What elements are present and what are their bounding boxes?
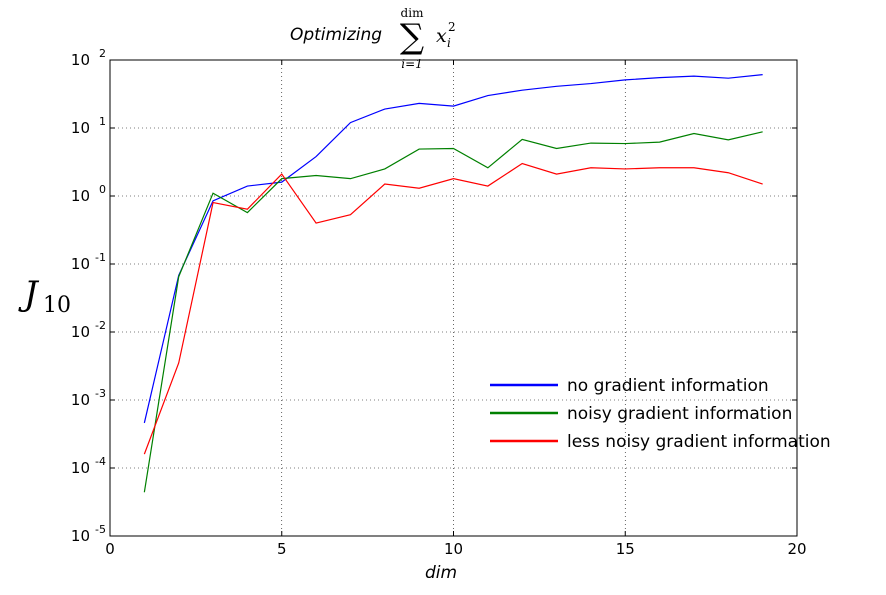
y-tick-label-exponent: 0 bbox=[99, 183, 106, 196]
title-text: Optimizing bbox=[290, 25, 382, 45]
y-tick-label-exponent: -1 bbox=[95, 251, 106, 264]
x-tick-label: 20 bbox=[787, 540, 806, 558]
grid-lines bbox=[110, 60, 797, 536]
y-tick-label: 10 bbox=[71, 323, 90, 341]
title-sum-lower-limit: i=1 bbox=[401, 57, 423, 71]
y-tick-label-exponent: 2 bbox=[99, 47, 106, 60]
x-tick-label: 0 bbox=[105, 540, 115, 558]
series-line-less-noisy-gradient-information bbox=[143, 162, 763, 455]
title-term-superscript: 2 bbox=[448, 20, 456, 34]
x-tick-label: 15 bbox=[616, 540, 635, 558]
chart-title: Optimizing dim ∑ i=1 x i 2 bbox=[290, 0, 462, 72]
legend-label: less noisy gradient information bbox=[567, 432, 831, 452]
y-tick-label-exponent: -4 bbox=[95, 455, 106, 468]
y-axis-label-subscript: 10 bbox=[43, 293, 71, 318]
x-tick-label: 10 bbox=[444, 540, 463, 558]
y-tick-label: 10 bbox=[71, 119, 90, 137]
series-lines bbox=[143, 74, 763, 493]
y-tick-label: 10 bbox=[71, 391, 90, 409]
y-axis-label-base: J bbox=[18, 274, 40, 314]
y-tick-label-exponent: -3 bbox=[95, 387, 106, 400]
plot-frame bbox=[109, 59, 798, 537]
legend-label: noisy gradient information bbox=[567, 404, 792, 424]
title-sum-upper-limit: dim bbox=[401, 6, 425, 20]
series-line-noisy-gradient-information bbox=[143, 131, 763, 493]
x-tick-label: 5 bbox=[277, 540, 287, 558]
tick-labels: 0 5 10 15 20 10 -5 10 -4 10 -3 10 -2 10 -1 10 0 10 1 10 2 bbox=[71, 47, 807, 558]
title-term-base: x bbox=[436, 25, 447, 47]
y-tick-label-exponent: -2 bbox=[95, 319, 106, 332]
y-tick-label: 10 bbox=[71, 255, 90, 273]
title-term-subscript: i bbox=[447, 36, 451, 50]
y-tick-label: 10 bbox=[71, 459, 90, 477]
y-axis-label: J 10 bbox=[18, 274, 71, 318]
y-tick-label: 10 bbox=[71, 527, 90, 545]
series-line-no-gradient-information bbox=[143, 74, 763, 424]
y-tick-label-exponent: -5 bbox=[95, 523, 106, 536]
x-axis-label: dim bbox=[425, 563, 457, 583]
y-tick-label-exponent: 1 bbox=[99, 115, 106, 128]
y-tick-label: 10 bbox=[71, 187, 90, 205]
y-tick-label: 10 bbox=[71, 51, 90, 69]
legend-label: no gradient information bbox=[567, 376, 769, 396]
title-sum-symbol: ∑ bbox=[400, 17, 424, 57]
legend: no gradient information noisy gradient in… bbox=[490, 376, 831, 452]
